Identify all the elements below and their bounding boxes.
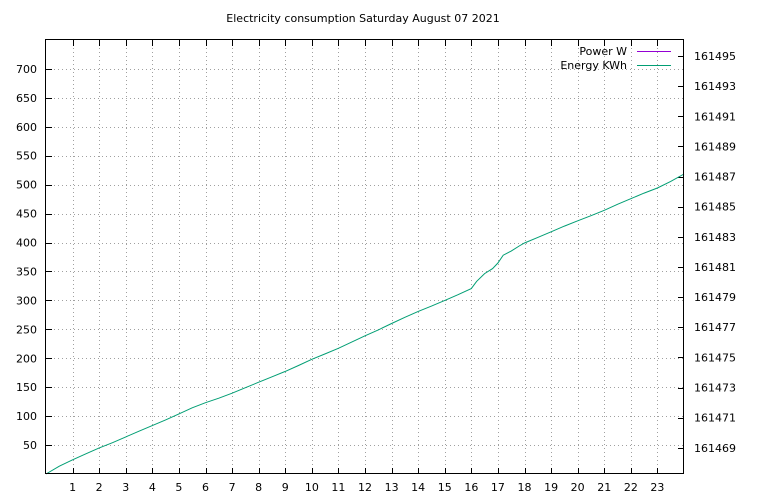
grid xyxy=(46,40,684,474)
y-right-tick-label: 161477 xyxy=(694,321,736,334)
x-tick-label: 16 xyxy=(464,481,478,494)
y-right-tick-label: 161481 xyxy=(694,261,736,274)
x-tick-label: 8 xyxy=(255,481,262,494)
chart-title: Electricity consumption Saturday August … xyxy=(226,12,499,25)
x-tick-label: 12 xyxy=(358,481,372,494)
y-right-tick-label: 161479 xyxy=(694,291,736,304)
x-tick-label: 7 xyxy=(229,481,236,494)
x-tick-label: 2 xyxy=(96,481,103,494)
x-tick-label: 22 xyxy=(624,481,638,494)
x-tick-label: 23 xyxy=(650,481,664,494)
x-tick-label: 19 xyxy=(544,481,558,494)
y-right-tick-label: 161473 xyxy=(694,382,736,395)
x-tick-label: 4 xyxy=(149,481,156,494)
y-left-tick-label: 500 xyxy=(16,179,37,192)
x-tick-label: 6 xyxy=(202,481,209,494)
x-tick-label: 13 xyxy=(385,481,399,494)
y-right-tick-label: 161493 xyxy=(694,80,736,93)
y-left-tick-label: 200 xyxy=(16,352,37,365)
series-line-energy-kwh xyxy=(45,173,685,475)
y-right-tick-label: 161489 xyxy=(694,140,736,153)
y-left-tick-label: 350 xyxy=(16,265,37,278)
y-left-tick-label: 400 xyxy=(16,237,37,250)
y-right-tick-label: 161469 xyxy=(694,442,736,455)
y-left-tick-label: 650 xyxy=(16,92,37,105)
y-right-tick-label: 161487 xyxy=(694,171,736,184)
axis-ticks: 1 2 3 4 5 6 7 8 9 10 11 12 13 14 15 16 17 18 19 20 21 22 23501… xyxy=(16,40,736,494)
y-right-tick-label: 161475 xyxy=(694,351,736,364)
plot-frame xyxy=(45,39,684,474)
y-left-tick-label: 250 xyxy=(16,323,37,336)
x-tick-label: 15 xyxy=(438,481,452,494)
y-left-tick-label: 600 xyxy=(16,121,37,134)
x-tick-label: 5 xyxy=(175,481,182,494)
y-left-tick-label: 450 xyxy=(16,208,37,221)
x-tick-label: 1 xyxy=(69,481,76,494)
x-tick-label: 3 xyxy=(122,481,129,494)
y-left-tick-label: 100 xyxy=(16,410,37,423)
x-tick-label: 11 xyxy=(331,481,345,494)
y-right-tick-label: 161483 xyxy=(694,231,736,244)
x-tick-label: 9 xyxy=(282,481,289,494)
y-right-tick-label: 161491 xyxy=(694,110,736,123)
x-tick-label: 17 xyxy=(491,481,505,494)
x-tick-label: 21 xyxy=(597,481,611,494)
x-tick-label: 10 xyxy=(305,481,319,494)
y-right-tick-label: 161471 xyxy=(694,412,736,425)
series-layer xyxy=(45,173,685,475)
legend-label: Power W xyxy=(579,45,627,58)
y-right-tick-label: 161485 xyxy=(694,201,736,214)
x-tick-label: 18 xyxy=(518,481,532,494)
y-left-tick-label: 50 xyxy=(23,439,37,452)
y-left-tick-label: 550 xyxy=(16,150,37,163)
y-right-tick-label: 161495 xyxy=(694,50,736,63)
y-left-tick-label: 300 xyxy=(16,294,37,307)
legend-label: Energy KWh xyxy=(560,59,627,72)
y-left-tick-label: 700 xyxy=(16,63,37,76)
x-tick-label: 20 xyxy=(571,481,585,494)
y-left-tick-label: 150 xyxy=(16,381,37,394)
x-tick-label: 14 xyxy=(411,481,425,494)
